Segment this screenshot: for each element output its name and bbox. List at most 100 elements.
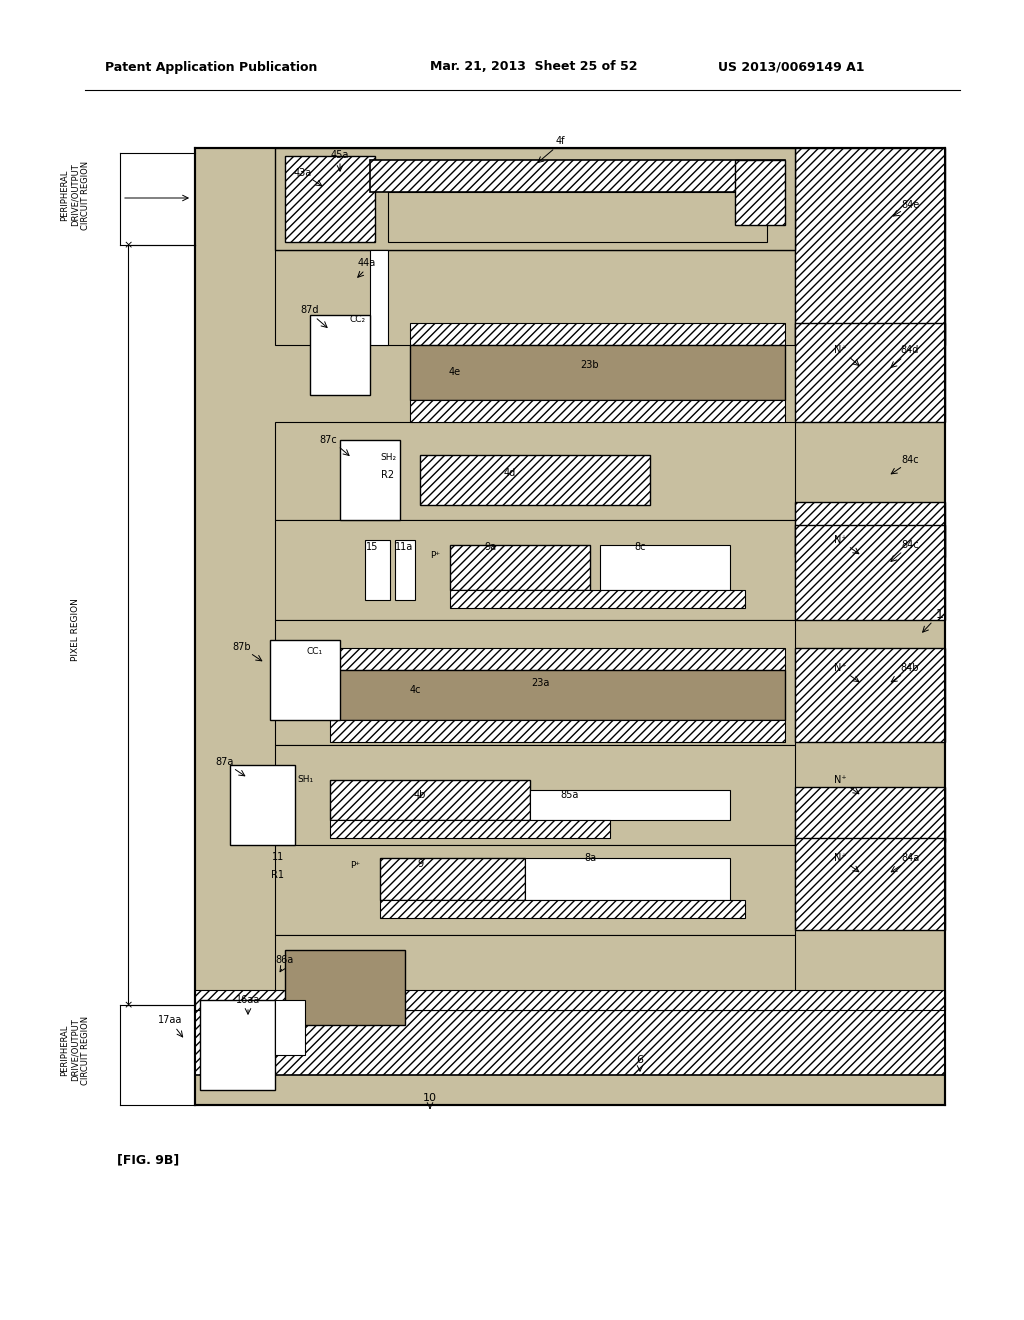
Bar (195, 148, 945, 1105)
Text: SH₁: SH₁ (297, 776, 313, 784)
Bar (600, 545, 730, 590)
Bar (200, 1001, 275, 1090)
Bar (365, 540, 390, 601)
Text: N⁺: N⁺ (834, 345, 846, 355)
Text: 4f: 4f (555, 136, 565, 147)
Bar (410, 323, 785, 345)
Bar (525, 858, 730, 900)
Text: 9: 9 (417, 859, 423, 869)
Text: 23b: 23b (581, 360, 599, 370)
Text: 87c: 87c (319, 436, 337, 445)
Text: 16aa: 16aa (236, 995, 260, 1005)
Bar (330, 671, 785, 719)
Text: Patent Application Publication: Patent Application Publication (105, 61, 317, 74)
Bar (370, 160, 785, 191)
Text: 4c: 4c (410, 685, 421, 696)
Text: 84d: 84d (901, 345, 920, 355)
Text: 8c: 8c (634, 543, 646, 552)
Text: 84c: 84c (901, 455, 919, 465)
Bar (270, 640, 340, 719)
Text: 8a: 8a (584, 853, 596, 863)
Bar (275, 744, 795, 845)
Bar (330, 820, 610, 838)
Bar (395, 540, 415, 601)
Text: 84e: 84e (901, 201, 920, 210)
Bar (795, 502, 945, 557)
Text: N⁺: N⁺ (834, 775, 846, 785)
Bar (340, 440, 400, 520)
Bar (275, 520, 795, 620)
Text: PERIPHERAL
DRIVE/OUTPUT
CIRCUIT REGION: PERIPHERAL DRIVE/OUTPUT CIRCUIT REGION (60, 1015, 90, 1085)
Text: N⁺: N⁺ (834, 853, 846, 863)
Text: 87d: 87d (301, 305, 319, 315)
Text: 84c: 84c (901, 540, 919, 550)
Bar (275, 249, 795, 345)
Text: 11: 11 (272, 851, 284, 862)
Text: 4b: 4b (414, 789, 426, 800)
Text: 6: 6 (637, 1055, 643, 1065)
Text: PIXEL REGION: PIXEL REGION (71, 598, 80, 661)
Text: CC₂: CC₂ (350, 315, 366, 325)
Text: 84a: 84a (901, 853, 920, 863)
Text: 9a: 9a (484, 543, 496, 552)
Text: R2: R2 (381, 470, 394, 480)
Text: 43a: 43a (294, 168, 312, 178)
Bar (388, 191, 767, 242)
Text: [FIG. 9B]: [FIG. 9B] (117, 1154, 179, 1167)
Bar (530, 789, 730, 820)
Bar (285, 950, 406, 1026)
Text: PERIPHERAL
DRIVE/OUTPUT
CIRCUIT REGION: PERIPHERAL DRIVE/OUTPUT CIRCUIT REGION (60, 161, 90, 230)
Text: N⁺: N⁺ (834, 535, 846, 545)
Bar (735, 160, 785, 224)
Bar (795, 787, 945, 842)
Bar (795, 148, 945, 345)
Text: 44a: 44a (357, 257, 376, 268)
Text: 4e: 4e (449, 367, 461, 378)
Bar (795, 525, 945, 620)
Text: US 2013/0069149 A1: US 2013/0069149 A1 (718, 61, 864, 74)
Text: P⁺: P⁺ (350, 862, 360, 870)
Bar (380, 858, 525, 900)
Text: R1: R1 (271, 870, 285, 880)
Text: ×: × (123, 240, 133, 249)
Text: 45a: 45a (331, 150, 349, 160)
Bar (230, 766, 295, 845)
Text: 85a: 85a (561, 789, 580, 800)
Text: 23a: 23a (530, 678, 549, 688)
Text: Mar. 21, 2013  Sheet 25 of 52: Mar. 21, 2013 Sheet 25 of 52 (430, 61, 638, 74)
Bar (275, 148, 795, 249)
Bar (450, 590, 745, 609)
Text: 17aa: 17aa (158, 1015, 182, 1026)
Bar (275, 1001, 305, 1055)
Bar (410, 345, 785, 400)
Bar (195, 990, 945, 1010)
Bar (380, 900, 745, 917)
Bar (275, 620, 795, 744)
Bar (420, 455, 650, 506)
Text: 10: 10 (423, 1093, 437, 1104)
Bar (195, 1010, 945, 1074)
Bar (310, 315, 370, 395)
Bar (285, 156, 375, 242)
Bar (275, 845, 795, 935)
Bar (450, 545, 590, 590)
Bar (795, 323, 945, 422)
Bar (370, 249, 388, 345)
Text: P⁺: P⁺ (430, 550, 440, 560)
Text: 11a: 11a (395, 543, 413, 552)
Text: N⁺: N⁺ (834, 663, 846, 673)
Bar (330, 648, 785, 671)
Bar (795, 648, 945, 742)
Text: 4d: 4d (504, 469, 516, 478)
Bar (410, 400, 785, 422)
Text: 87a: 87a (216, 756, 234, 767)
Text: 86a: 86a (275, 954, 294, 965)
Bar (275, 422, 795, 520)
Bar (330, 719, 785, 742)
Bar (795, 838, 945, 931)
Bar (330, 780, 530, 820)
Text: CC₁: CC₁ (307, 648, 323, 656)
Text: 1: 1 (936, 609, 944, 622)
Text: 84b: 84b (901, 663, 920, 673)
Text: 15: 15 (366, 543, 378, 552)
